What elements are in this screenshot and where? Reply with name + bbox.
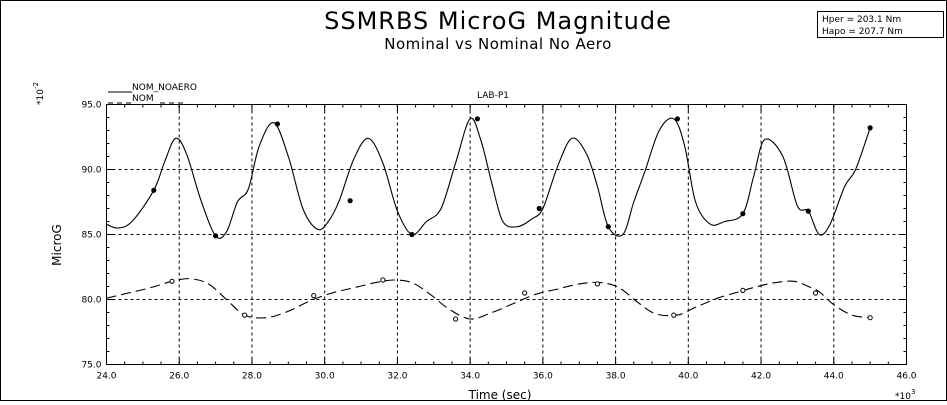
marker-nom-noaero xyxy=(867,125,873,131)
marker-nom xyxy=(311,293,317,299)
x-tick-label: 26.0 xyxy=(169,372,189,382)
marker-nom xyxy=(242,312,248,318)
info-box-frame xyxy=(817,11,944,38)
marker-nom xyxy=(452,316,459,322)
marker-nom-noaero xyxy=(409,231,415,238)
chart-title: SSMRBS MicroG Magnitude xyxy=(324,7,672,35)
x-tick-label: 38.0 xyxy=(606,372,626,382)
x-multiplier-label: *103 xyxy=(895,388,915,401)
tick-marks xyxy=(106,104,907,365)
marker-nom-noaero xyxy=(536,205,542,212)
legend-label-nom-noaero: NOM_NOAERO xyxy=(132,83,197,93)
marker-nom-noaero xyxy=(347,198,353,204)
series-markers xyxy=(151,116,873,322)
x-tick-labels: 24.0 26.0 28.0 30.0 32.0 34.0 36.0 38.0 40.0 42.0… xyxy=(96,372,916,382)
y-multiplier-exponent: -2 xyxy=(32,82,40,89)
marker-nom-noaero xyxy=(674,116,681,122)
x-tick-label: 34.0 xyxy=(460,372,480,382)
legend-label-nom: NOM xyxy=(132,94,154,104)
x-tick-label: 24.0 xyxy=(96,372,116,382)
chart-subtitle: Nominal vs Nominal No Aero xyxy=(384,35,612,53)
x-tick-label: 46.0 xyxy=(896,372,916,382)
y-tick-label: 85.0 xyxy=(81,231,101,241)
marker-nom xyxy=(867,315,873,321)
y-tick-label: 80.0 xyxy=(81,296,101,306)
marker-nom xyxy=(812,290,819,296)
marker-nom xyxy=(740,287,746,293)
panel-title: LAB-P1 xyxy=(477,91,509,101)
y-tick-label: 75.0 xyxy=(81,361,101,371)
marker-nom-noaero xyxy=(805,208,811,214)
y-tick-label: 95.0 xyxy=(81,101,101,111)
x-tick-label: 30.0 xyxy=(315,372,335,382)
grid xyxy=(106,104,907,365)
marker-nom-noaero xyxy=(212,233,219,239)
x-axis-multiplier: *103 xyxy=(895,388,915,402)
info-box-line-2: Hapo = 207.7 Nm xyxy=(822,27,903,37)
x-axis-label: Time (sec) xyxy=(468,388,532,401)
x-tick-label: 40.0 xyxy=(678,372,698,382)
series-nom-noaero-line xyxy=(106,117,871,239)
marker-nom-noaero xyxy=(474,116,481,122)
x-tick-label: 42.0 xyxy=(751,372,771,382)
y-tick-label: 90.0 xyxy=(81,166,101,176)
info-box-line-1: Hper = 203.1 Nm xyxy=(822,15,901,25)
marker-nom xyxy=(671,312,677,318)
marker-nom-noaero xyxy=(605,224,611,230)
marker-nom xyxy=(522,290,528,296)
y-axis-multiplier: *10-2 xyxy=(32,82,46,105)
y-multiplier-label: *10-2 xyxy=(32,82,46,105)
y-axis-label: MicroG xyxy=(50,224,64,266)
x-tick-label: 32.0 xyxy=(387,372,407,382)
marker-nom xyxy=(594,281,601,287)
series-nom-line xyxy=(106,278,871,320)
marker-nom xyxy=(169,278,175,284)
y-tick-labels: 75.0 80.0 85.0 90.0 95.0 xyxy=(81,101,101,371)
x-tick-label: 36.0 xyxy=(533,372,553,382)
info-box: Hper = 203.1 Nm Hapo = 207.7 Nm xyxy=(817,11,944,38)
y-multiplier-base: *10 xyxy=(36,89,46,105)
marker-nom-noaero xyxy=(274,121,281,127)
marker-nom-noaero xyxy=(740,211,746,217)
marker-nom-noaero xyxy=(151,187,157,193)
marker-nom xyxy=(380,277,386,283)
x-multiplier-exponent: 3 xyxy=(911,388,915,396)
x-multiplier-base: *10 xyxy=(895,392,911,401)
x-tick-label: 44.0 xyxy=(824,372,844,382)
x-tick-label: 28.0 xyxy=(242,372,262,382)
legend: NOM_NOAERO NOM xyxy=(108,83,197,104)
